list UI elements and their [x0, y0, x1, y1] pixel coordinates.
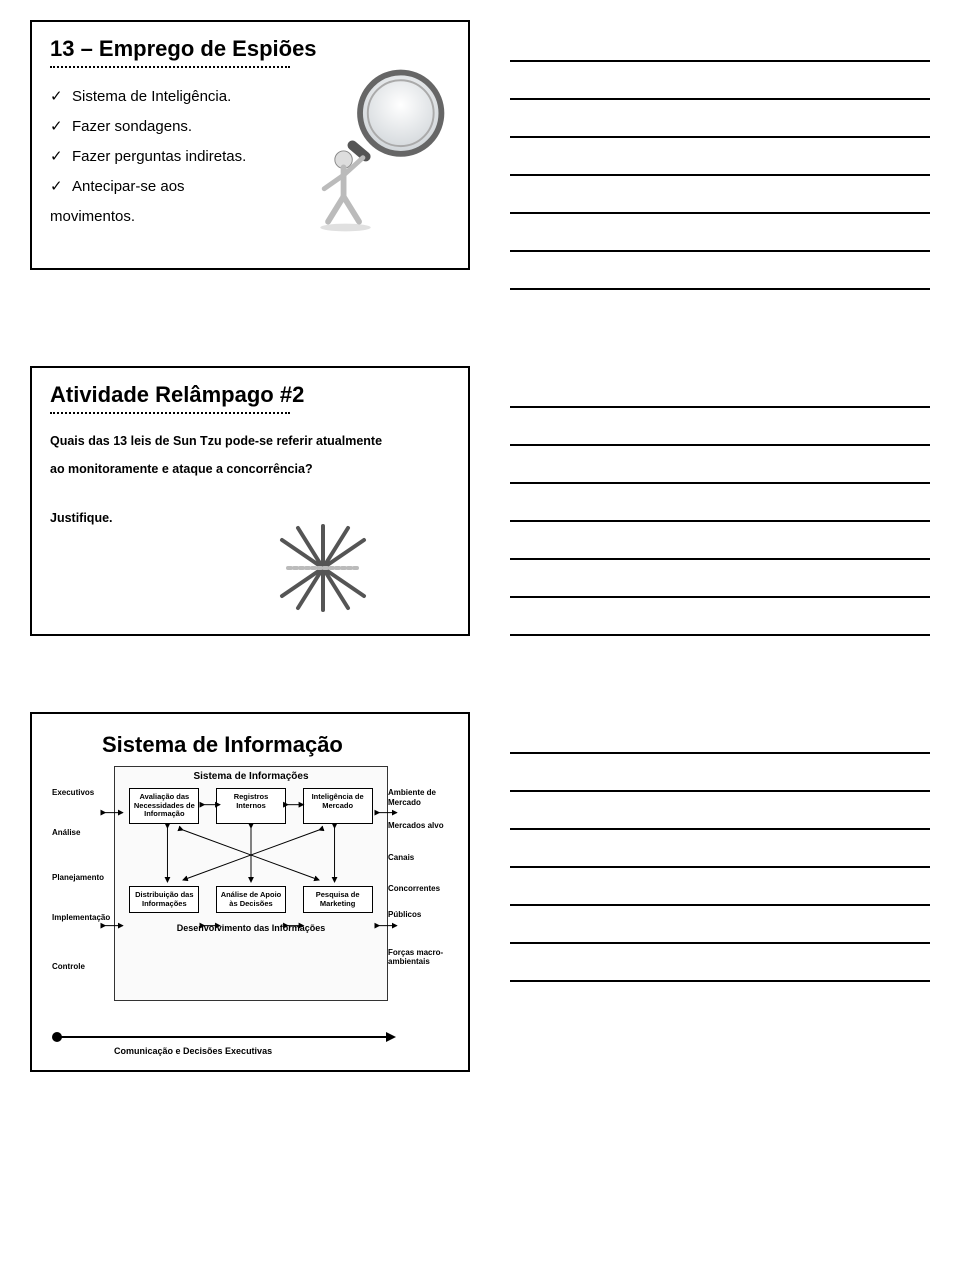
note-line [510, 604, 930, 636]
notes-2 [510, 366, 930, 642]
box-row-1: Avaliação das Necessidades de Informação… [115, 788, 387, 824]
notes-3 [510, 712, 930, 1072]
note-line [510, 722, 930, 754]
note-line [510, 874, 930, 906]
diagram-box: Avaliação das Necessidades de Informação [129, 788, 199, 824]
note-line [510, 68, 930, 100]
left-label: Executivos [52, 788, 114, 798]
timeline-arrow [54, 1036, 390, 1038]
note-line [510, 528, 930, 560]
row-1: 13 – Emprego de Espiões Sistema de Intel… [30, 20, 930, 296]
divider-dotted [50, 412, 290, 414]
slide-3: Sistema de Informação Executivos Análise… [30, 712, 470, 1072]
note-line [510, 798, 930, 830]
note-line [510, 490, 930, 522]
note-line [510, 106, 930, 138]
note-line [510, 376, 930, 408]
note-line [510, 452, 930, 484]
cross-arrows-icon [115, 824, 387, 886]
dev-info: Desenvolvimento das Informações [115, 923, 387, 933]
slide-2: Atividade Relâmpago #2 Quais das 13 leis… [30, 366, 470, 636]
row-2: Atividade Relâmpago #2 Quais das 13 leis… [30, 366, 930, 642]
note-line [510, 220, 930, 252]
note-line [510, 912, 930, 944]
divider-dotted [50, 66, 290, 68]
left-label: Análise [52, 828, 114, 838]
left-label: Planejamento [52, 873, 114, 883]
diagram-box: Análise de Apoio às Decisões [216, 886, 286, 913]
diagram-box: Inteligência de Mercado [303, 788, 373, 824]
right-label: Mercados alvo [388, 821, 448, 831]
diagram-box: Pesquisa de Marketing [303, 886, 373, 913]
row-3: Sistema de Informação Executivos Análise… [30, 712, 930, 1072]
arrow-region [115, 824, 387, 886]
right-label: Concorrentes [388, 884, 448, 894]
note-line [510, 760, 930, 792]
right-label: Forças macro-ambientais [388, 948, 448, 967]
slide2-q1: Quais das 13 leis de Sun Tzu pode-se ref… [50, 428, 450, 456]
slide-1: 13 – Emprego de Espiões Sistema de Intel… [30, 20, 470, 270]
right-label: Canais [388, 853, 448, 863]
slide2-title: Atividade Relâmpago #2 [50, 382, 450, 408]
left-label: Implementação [52, 913, 114, 923]
note-line [510, 30, 930, 62]
center-panel-title: Sistema de Informações [115, 771, 387, 782]
box-row-2: Distribuição das Informações Análise de … [115, 886, 387, 913]
left-label: Controle [52, 962, 114, 972]
note-line [510, 144, 930, 176]
pencils-icon [268, 518, 378, 618]
left-labels: Executivos Análise Planejamento Implemen… [52, 788, 114, 1002]
slide1-title: 13 – Emprego de Espiões [50, 36, 450, 62]
note-line [510, 950, 930, 982]
bottom-caption: Comunicação e Decisões Executivas [114, 1046, 272, 1056]
slide3-title: Sistema de Informação [102, 732, 450, 758]
notes-1 [510, 20, 930, 296]
right-labels: Ambiente de Mercado Mercados alvo Canais… [388, 788, 448, 997]
info-system-diagram: Executivos Análise Planejamento Implemen… [50, 766, 450, 1056]
note-line [510, 414, 930, 446]
diagram-box: Distribuição das Informações [129, 886, 199, 913]
note-line [510, 182, 930, 214]
note-line [510, 258, 930, 290]
note-line [510, 566, 930, 598]
center-panel: Sistema de Informações Avaliação das Nec… [114, 766, 388, 1001]
slide2-q2: ao monitoramente e ataque a concorrência… [50, 456, 450, 484]
note-line [510, 836, 930, 868]
diagram-box: Registros Internos [216, 788, 286, 824]
slide2-justify: Justifique. [50, 511, 450, 525]
magnifying-glass-figure-icon [299, 64, 454, 234]
right-label: Ambiente de Mercado [388, 788, 448, 807]
right-label: Públicos [388, 910, 448, 920]
